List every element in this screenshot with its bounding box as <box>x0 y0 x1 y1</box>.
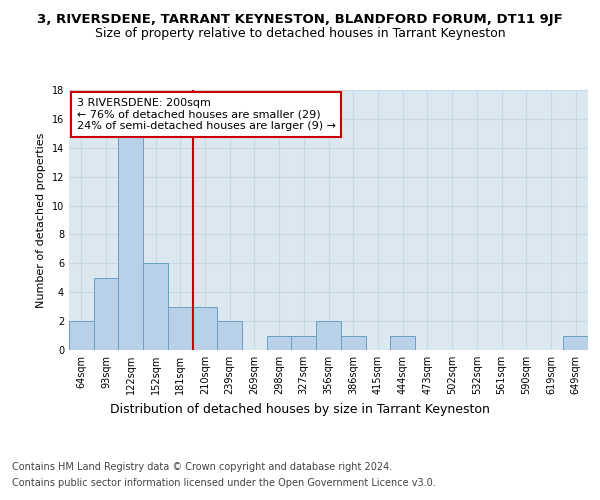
Bar <box>390 336 415 350</box>
Bar <box>69 321 94 350</box>
Text: 3 RIVERSDENE: 200sqm
← 76% of detached houses are smaller (29)
24% of semi-detac: 3 RIVERSDENE: 200sqm ← 76% of detached h… <box>77 98 336 131</box>
Text: 3, RIVERSDENE, TARRANT KEYNESTON, BLANDFORD FORUM, DT11 9JF: 3, RIVERSDENE, TARRANT KEYNESTON, BLANDF… <box>37 12 563 26</box>
Bar <box>168 306 193 350</box>
Text: Distribution of detached houses by size in Tarrant Keyneston: Distribution of detached houses by size … <box>110 402 490 415</box>
Bar <box>316 321 341 350</box>
Bar <box>118 134 143 350</box>
Bar <box>94 278 118 350</box>
Text: Contains public sector information licensed under the Open Government Licence v3: Contains public sector information licen… <box>12 478 436 488</box>
Text: Contains HM Land Registry data © Crown copyright and database right 2024.: Contains HM Land Registry data © Crown c… <box>12 462 392 472</box>
Bar <box>193 306 217 350</box>
Y-axis label: Number of detached properties: Number of detached properties <box>36 132 46 308</box>
Text: Size of property relative to detached houses in Tarrant Keyneston: Size of property relative to detached ho… <box>95 28 505 40</box>
Bar <box>267 336 292 350</box>
Bar <box>563 336 588 350</box>
Bar <box>292 336 316 350</box>
Bar <box>143 264 168 350</box>
Bar <box>217 321 242 350</box>
Bar <box>341 336 365 350</box>
